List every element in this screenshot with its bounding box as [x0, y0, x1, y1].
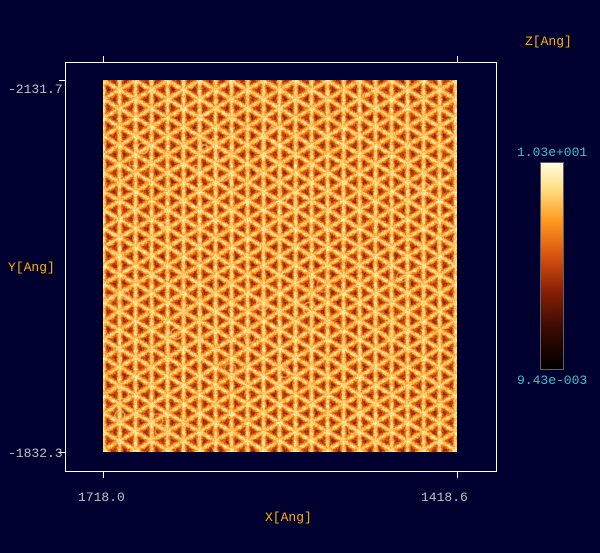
xtick-mark [103, 472, 104, 478]
xtick-label-right: 1418.6 [421, 490, 468, 505]
ytick-label-bottom: -1832.3 [8, 446, 63, 461]
xtick-label-left: 1718.0 [78, 490, 125, 505]
ytick-label-top: -2131.7 [8, 82, 63, 97]
xtick-mark [457, 472, 458, 478]
heatmap-image [103, 80, 457, 452]
xtick-mark-top [457, 56, 458, 62]
y-axis-label: Y[Ang] [8, 260, 55, 275]
ytick-mark [59, 80, 65, 81]
colorbar-max-label: 1.03e+001 [517, 145, 587, 160]
z-axis-title: Z[Ang] [525, 34, 572, 49]
ytick-mark [59, 452, 65, 453]
colorbar-min-label: 9.43e-003 [517, 373, 587, 388]
xtick-mark-top [103, 56, 104, 62]
colorbar [540, 162, 564, 370]
x-axis-label: X[Ang] [265, 510, 312, 525]
